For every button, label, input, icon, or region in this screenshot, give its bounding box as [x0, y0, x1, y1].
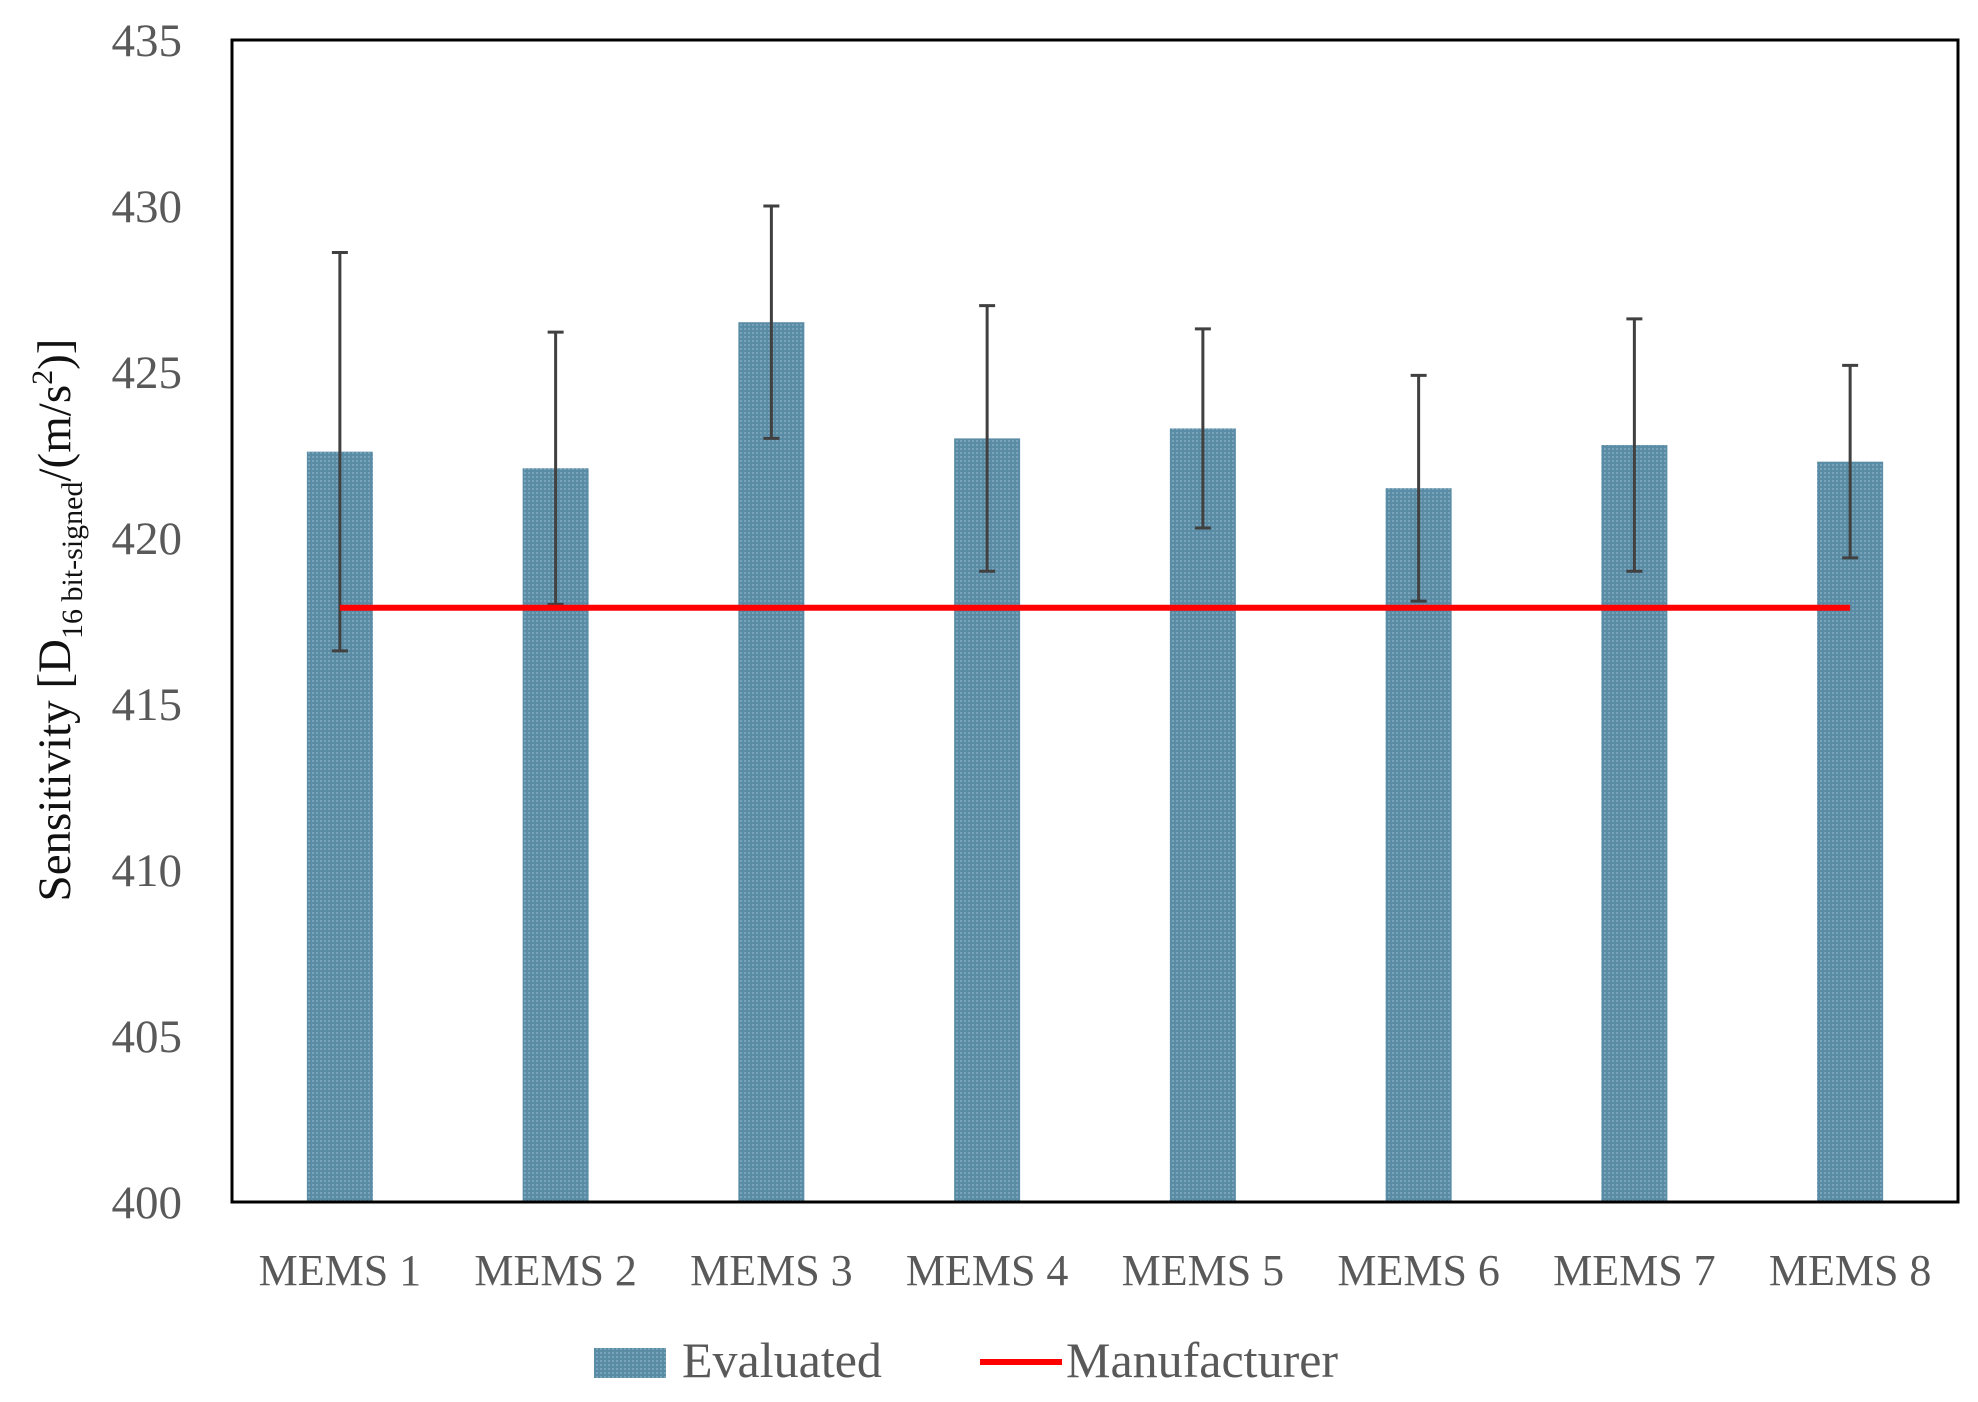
y-axis-title-suffix: )]	[29, 339, 81, 370]
x-tick-label: MEMS 7	[1553, 1246, 1716, 1295]
x-tick-label: MEMS 3	[690, 1246, 853, 1295]
legend-swatch-evaluated	[594, 1348, 666, 1378]
legend-item-manufacturer: Manufacturer	[980, 1332, 1338, 1388]
x-tick-label: MEMS 5	[1122, 1246, 1285, 1295]
bar	[1169, 428, 1236, 1202]
y-axis-title-prefix: Sensitivity [D	[29, 639, 81, 901]
bars-evaluated	[306, 322, 1884, 1202]
y-tick-label: 415	[112, 679, 183, 731]
y-axis-title-subscript: 16 bit-signed	[56, 482, 89, 640]
x-tick-label: MEMS 4	[906, 1246, 1069, 1295]
bar	[738, 322, 805, 1202]
legend: Evaluated Manufacturer	[594, 1332, 1338, 1388]
legend-label-evaluated: Evaluated	[682, 1332, 882, 1388]
y-tick-label: 435	[112, 15, 183, 67]
y-tick-label: 400	[112, 1177, 183, 1229]
y-axis-title-middle: /(m/s	[29, 385, 81, 482]
plot-area-frame	[230, 38, 1960, 1204]
y-tick-label: 405	[112, 1011, 183, 1063]
x-tick-label: MEMS 6	[1337, 1246, 1500, 1295]
y-axis-ticks: 400 405 410 415 420 425 430 435	[112, 15, 183, 1229]
y-tick-label: 420	[112, 513, 183, 565]
y-axis-title-superscript: 2	[26, 370, 59, 385]
y-tick-label: 410	[112, 845, 183, 897]
legend-label-manufacturer: Manufacturer	[1066, 1332, 1338, 1388]
error-bars	[331, 204, 1859, 653]
y-tick-label: 430	[112, 181, 183, 233]
y-axis-title: Sensitivity [D16 bit-signed/(m/s2)]	[26, 339, 89, 902]
x-tick-label: MEMS 8	[1769, 1246, 1932, 1295]
bar	[1817, 461, 1884, 1202]
x-tick-label: MEMS 1	[259, 1246, 422, 1295]
legend-item-evaluated: Evaluated	[594, 1332, 882, 1388]
x-tick-label: MEMS 2	[474, 1246, 637, 1295]
y-tick-label: 425	[112, 347, 183, 399]
x-axis-ticks: MEMS 1 MEMS 2 MEMS 3 MEMS 4 MEMS 5 MEMS 6 MEMS…	[259, 1246, 1932, 1295]
